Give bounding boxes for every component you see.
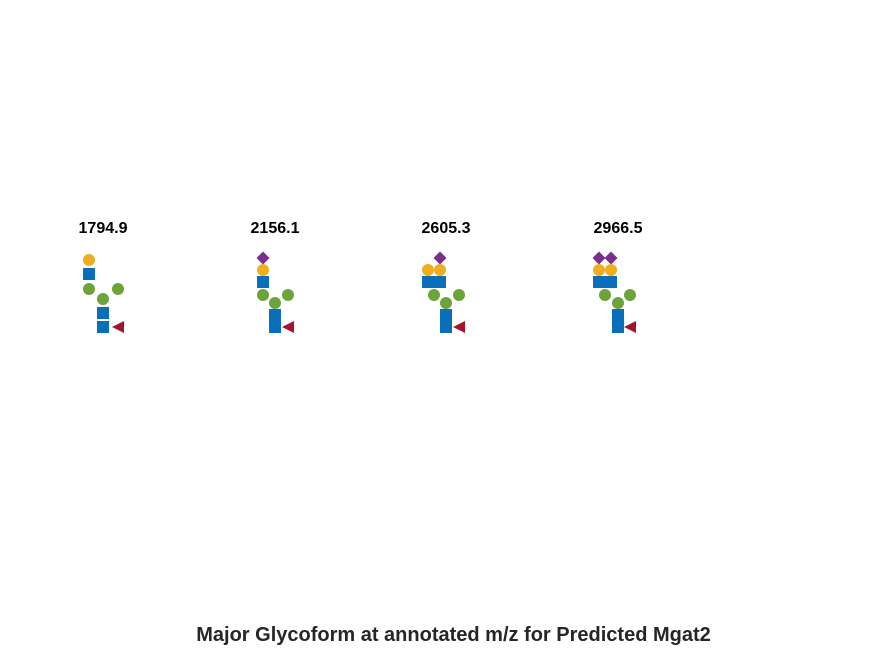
sialic-acid-residue (592, 251, 606, 265)
glycan-1 (83, 254, 124, 333)
glcnac-residue (440, 321, 452, 333)
glcnac-residue (605, 276, 617, 288)
mannose-residue (282, 289, 294, 301)
glcnac-residue (612, 321, 624, 333)
mannose-residue (83, 283, 95, 295)
glcnac-residue (257, 276, 269, 288)
glycan-2 (256, 251, 294, 333)
fucose-residue (453, 321, 465, 333)
mannose-residue (612, 297, 624, 309)
glycan-2-mz-label: 2156.1 (250, 220, 300, 237)
sialic-acid-residue (433, 251, 447, 265)
glcnac-residue (440, 309, 452, 321)
mannose-residue (624, 289, 636, 301)
glycan-4-mz-label: 2966.5 (593, 220, 643, 237)
fucose-residue (282, 321, 294, 333)
glcnac-residue (83, 268, 95, 280)
galactose-residue (593, 264, 605, 276)
mannose-residue (428, 289, 440, 301)
mannose-residue (440, 297, 452, 309)
galactose-residue (605, 264, 617, 276)
glcnac-residue (97, 321, 109, 333)
glcnac-residue (269, 321, 281, 333)
glcnac-residue (434, 276, 446, 288)
sialic-acid-residue (604, 251, 618, 265)
mannose-residue (269, 297, 281, 309)
sialic-acid-residue (256, 251, 270, 265)
mannose-residue (97, 293, 109, 305)
glcnac-residue (593, 276, 605, 288)
fucose-residue (112, 321, 124, 333)
glcnac-residue (269, 309, 281, 321)
fucose-residue (624, 321, 636, 333)
galactose-residue (83, 254, 95, 266)
glcnac-residue (422, 276, 434, 288)
galactose-residue (422, 264, 434, 276)
glycan-3 (422, 251, 465, 333)
figure-caption: Major Glycoform at annotated m/z for Pre… (196, 624, 711, 646)
glycan-1-mz-label: 1794.9 (78, 220, 128, 237)
glycan-4 (592, 251, 636, 333)
glcnac-residue (612, 309, 624, 321)
mannose-residue (112, 283, 124, 295)
galactose-residue (257, 264, 269, 276)
mannose-residue (599, 289, 611, 301)
mannose-residue (453, 289, 465, 301)
mannose-residue (257, 289, 269, 301)
galactose-residue (434, 264, 446, 276)
glcnac-residue (97, 307, 109, 319)
glycan-3-mz-label: 2605.3 (421, 220, 471, 237)
